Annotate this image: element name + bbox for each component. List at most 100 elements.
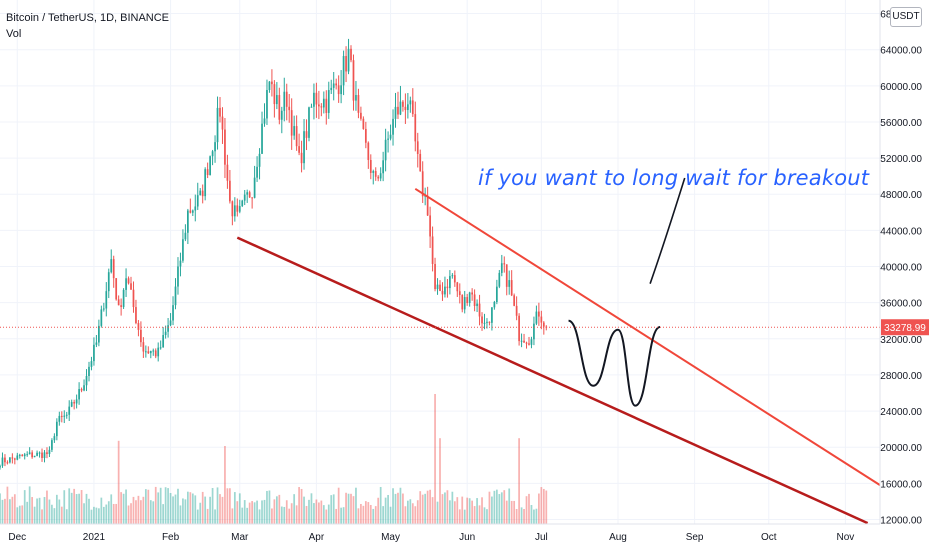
candle-body (226, 164, 229, 181)
volume-bar (144, 489, 147, 524)
volume-bar (93, 506, 95, 524)
price-tick-label: 20000.00 (880, 443, 922, 454)
volume-bar (503, 490, 506, 524)
volume-bar (374, 506, 377, 524)
volume-bar (429, 489, 431, 524)
candle-body (204, 169, 207, 197)
candle-body (402, 101, 404, 107)
volume-bar (483, 507, 486, 524)
volume-bar (38, 497, 41, 524)
candle-body (542, 322, 545, 327)
volume-bar (140, 500, 142, 524)
candle-body (26, 454, 29, 456)
candle-body (46, 452, 48, 455)
candle-body (127, 278, 130, 284)
candle-body (429, 215, 431, 237)
volume-bar (478, 505, 481, 524)
volume-bar (233, 492, 236, 524)
candle-body (216, 107, 219, 143)
symbol-title[interactable]: Bitcoin / TetherUS, 1D, BINANCE (6, 12, 170, 24)
candle-body (367, 142, 370, 160)
candle-body (310, 106, 313, 108)
volume-bar (120, 492, 122, 524)
volume-bar (221, 496, 224, 524)
candle-body (523, 340, 525, 343)
candle-body (478, 303, 481, 317)
candle-body (144, 351, 147, 353)
volume-bar (4, 498, 6, 524)
projected-w-pattern (568, 319, 661, 407)
volume-bar (288, 508, 291, 524)
candle-body (293, 126, 296, 136)
volume-bar (127, 505, 130, 524)
candle-body (187, 210, 189, 233)
candle-body (295, 126, 298, 147)
currency-button[interactable]: USDT (890, 7, 922, 27)
candle-body (419, 153, 422, 172)
candle-body (461, 295, 464, 310)
volume-bar (258, 509, 261, 524)
volume-bar (226, 488, 229, 524)
candle-body (505, 264, 508, 287)
candle-body (271, 81, 273, 85)
volume-bar (505, 500, 508, 524)
volume-bar (102, 506, 105, 524)
volume-legend[interactable]: Vol (6, 28, 22, 40)
candle-body (140, 329, 142, 343)
candle-body (414, 114, 417, 142)
volume-bar (404, 506, 407, 524)
volume-bar (68, 488, 71, 524)
candle-body (41, 452, 43, 459)
volume-bar (206, 508, 209, 524)
candle-body (184, 232, 187, 240)
candle-body (434, 263, 436, 290)
volume-bar (303, 496, 305, 524)
candle-body (182, 239, 184, 261)
price-tick-label: 40000.00 (880, 263, 922, 274)
candle-body (16, 455, 19, 460)
volume-bar (271, 508, 273, 524)
candle-body (337, 85, 340, 95)
volume-bar (184, 499, 187, 524)
price-tick-label: 64000.00 (880, 46, 922, 57)
volume-bar (75, 494, 78, 524)
candle-body (90, 361, 93, 367)
volume-bar (387, 494, 389, 524)
volume-bar (13, 494, 16, 524)
volume-bar (473, 506, 476, 524)
candle-body (4, 457, 6, 463)
candle-body (500, 263, 503, 273)
candle-body (261, 123, 263, 154)
volume-bar (310, 493, 313, 524)
candle-body (473, 294, 476, 307)
candle-body (426, 195, 429, 216)
candle-body (154, 350, 157, 357)
candle-body (327, 90, 330, 113)
time-axis[interactable]: Dec 2021 Feb Mar Apr May Jun Jul Aug Sep Oct Nov (0, 523, 880, 543)
volume-bar (416, 500, 419, 524)
candle-body (206, 169, 209, 175)
candle-body (78, 389, 80, 400)
candle-body (11, 457, 14, 459)
volume-bar (384, 497, 387, 524)
volume-bar (53, 508, 56, 524)
time-tick-label: Dec (8, 532, 26, 543)
candle-body (132, 289, 135, 308)
volume-bar (214, 509, 216, 524)
candle-body (157, 347, 160, 357)
volume-bar (332, 494, 335, 524)
volume-bar (9, 499, 11, 524)
price-axis[interactable]: 12000.00 16000.00 20000.00 24000.00 28000.00… (879, 0, 932, 550)
candle-body (486, 321, 488, 323)
candle-body (379, 173, 382, 179)
volume-bar (21, 505, 24, 524)
volume-bar (441, 494, 444, 524)
volume-bar (130, 503, 132, 524)
volume-bar (424, 493, 427, 524)
volume-bar (88, 498, 90, 524)
volume-bar (58, 499, 61, 524)
candle-body (75, 399, 78, 404)
volume-bar (523, 508, 525, 524)
candle-body (446, 286, 449, 289)
